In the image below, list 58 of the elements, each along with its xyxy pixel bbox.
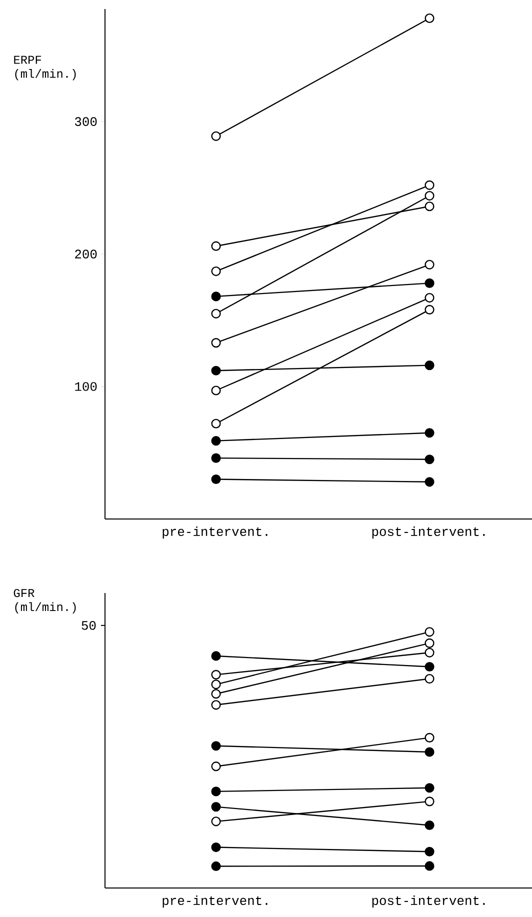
- point: [424, 638, 434, 648]
- point: [211, 241, 221, 251]
- point: [211, 338, 221, 348]
- point: [211, 786, 221, 796]
- point: [211, 680, 221, 690]
- point: [211, 266, 221, 276]
- point: [424, 180, 434, 190]
- point: [211, 386, 221, 396]
- point: [424, 820, 434, 830]
- point: [424, 292, 434, 303]
- point: [424, 304, 434, 314]
- x-tick-label: post-intervent.: [372, 896, 485, 908]
- point: [211, 700, 221, 710]
- point: [211, 861, 221, 872]
- y-tick-label: 100: [75, 382, 97, 391]
- y-axis-title: GFR (ml/min.): [14, 589, 76, 614]
- point: [211, 842, 221, 852]
- point: [424, 454, 434, 464]
- point: [211, 292, 221, 302]
- point: [424, 846, 434, 856]
- point: [211, 453, 221, 463]
- y-tick-label: 200: [75, 250, 97, 258]
- point: [424, 732, 434, 742]
- y-tick-label: 300: [74, 117, 97, 126]
- point: [211, 802, 221, 812]
- point: [424, 796, 434, 806]
- point: [424, 662, 434, 672]
- point: [424, 260, 434, 270]
- x-tick-label: pre-intervent.: [162, 526, 268, 539]
- point: [211, 762, 221, 772]
- point: [424, 477, 434, 487]
- point: [211, 651, 221, 661]
- point: [211, 670, 221, 680]
- x-tick-label: post-intervent.: [372, 526, 485, 539]
- point: [424, 13, 434, 24]
- point: [424, 428, 434, 438]
- point: [424, 278, 434, 288]
- point: [211, 308, 221, 318]
- point: [211, 816, 221, 826]
- point: [211, 474, 221, 484]
- point: [211, 131, 221, 141]
- point: [211, 418, 221, 428]
- point: [424, 648, 434, 658]
- point: [424, 627, 434, 637]
- point: [211, 366, 221, 376]
- point: [424, 360, 434, 370]
- point: [211, 436, 221, 446]
- text: 50: [82, 621, 96, 630]
- point: [211, 741, 221, 751]
- point: [424, 747, 434, 757]
- point: [424, 202, 434, 212]
- y-axis-title: ERPF (ml/min.): [14, 56, 76, 80]
- point: [424, 861, 434, 871]
- x-tick-label: pre-intervent.: [162, 896, 268, 908]
- point: [424, 783, 434, 793]
- point: [424, 190, 434, 201]
- point: [424, 674, 434, 684]
- point: [211, 689, 221, 699]
